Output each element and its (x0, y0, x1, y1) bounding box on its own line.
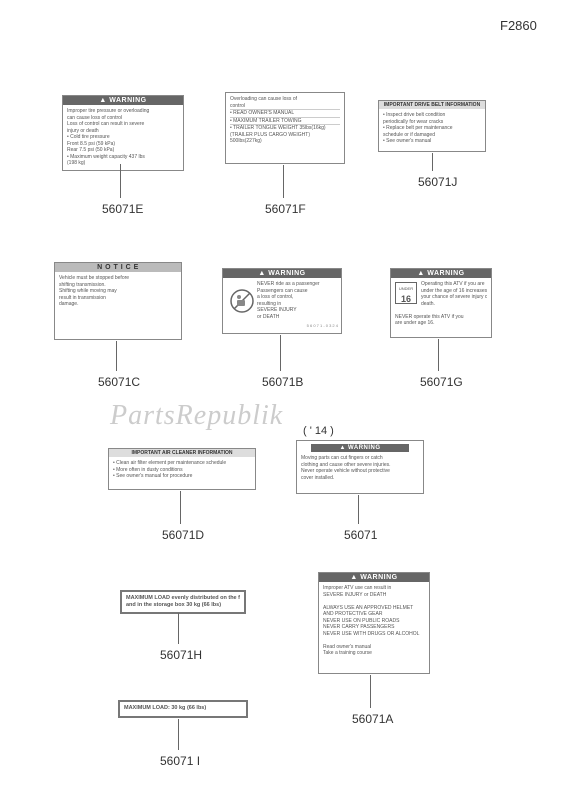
leader-line (358, 495, 359, 524)
label-line: are under age 16. (395, 320, 487, 327)
label-line: MAXIMUM LOAD: 30 kg (66 lbs) (124, 705, 242, 712)
ref-I: 56071 I (160, 754, 200, 768)
label-line: control (230, 103, 340, 111)
label-pretext: ( ' 14 ) (303, 425, 334, 437)
leader-line (280, 335, 281, 371)
leader-line (116, 341, 117, 371)
label-line: NEVER USE WITH DRUGS OR ALCOHOL (323, 631, 425, 638)
label-line: damage. (59, 301, 177, 308)
age-icon: UNDER16 (395, 282, 417, 304)
leader-line (370, 675, 371, 708)
label-header: IMPORTANT DRIVE BELT INFORMATION (379, 101, 485, 109)
label-body: Improper ATV use can result inSEVERE INJ… (319, 582, 429, 660)
label-line: (198 kg) (67, 160, 179, 167)
label-body: • Clean air filter element per maintenan… (109, 457, 255, 483)
label-header: ▲ WARNING (391, 269, 491, 278)
label-header: N O T I C E (55, 263, 181, 272)
label-body: NEVER ride as a passengerPassengers can … (223, 278, 341, 323)
label-body: Overloading can cause loss ofcontrol• RE… (226, 93, 344, 148)
label-line: • READ OWNER'S MANUAL (230, 110, 340, 118)
ref-B: 56071B (262, 375, 303, 389)
label-header: ▲ WARNING (311, 444, 409, 452)
ref-A: 56071A (352, 712, 393, 726)
leader-line (120, 164, 121, 198)
leader-line (283, 165, 284, 198)
label-F: Overloading can cause loss ofcontrol• RE… (225, 92, 345, 164)
ref-D: 56071D (162, 528, 204, 542)
label-header: ▲ WARNING (63, 96, 183, 105)
ref-14: 56071 (344, 528, 377, 542)
watermark: PartsRepublik (110, 400, 283, 432)
label-line: 500lbs(227kg) (230, 138, 340, 145)
label-G: ▲ WARNING UNDER16 Operating this ATV if yo… (390, 268, 492, 338)
label-body: Moving parts can cut fingers or catchclo… (297, 452, 423, 484)
label-body: MAXIMUM LOAD evenly distributed on the f… (122, 592, 244, 612)
label-line: • MAXIMUM TRAILER TOWING (230, 118, 340, 126)
label-body: Vehicle must be stopped beforeshifting t… (55, 272, 181, 311)
label-A: ▲ WARNINGImproper ATV use can result inS… (318, 572, 430, 674)
label-E: ▲ WARNINGImproper tire pressure or overl… (62, 95, 184, 171)
label-line: Take a training course (323, 650, 425, 657)
label-line: • See owner's manual (383, 138, 481, 145)
label-body: MAXIMUM LOAD: 30 kg (66 lbs) (120, 702, 246, 715)
label-H: MAXIMUM LOAD evenly distributed on the f… (120, 590, 246, 614)
label-body: • Inspect drive belt condition periodica… (379, 109, 485, 148)
label-line: or DEATH (257, 314, 337, 321)
label-footer: 5 6 0 7 1 - 0 3 2 4 (223, 323, 341, 329)
ref-H: 56071H (160, 648, 202, 662)
ref-J: 56071J (418, 175, 457, 189)
label-line: MAXIMUM LOAD evenly distributed on the f… (126, 595, 240, 602)
label-14: ( ' 14 )▲ WARNINGMoving parts can cut fi… (296, 440, 424, 494)
label-B: ▲ WARNINGNEVER ride as a passengerPassen… (222, 268, 342, 334)
ref-G: 56071G (420, 375, 463, 389)
label-line: Operating this ATV if you are (421, 281, 487, 288)
label-C: N O T I C EVehicle must be stopped befor… (54, 262, 182, 340)
label-header: IMPORTANT AIR CLEANER INFORMATION (109, 449, 255, 457)
label-D: IMPORTANT AIR CLEANER INFORMATION• Clean… (108, 448, 256, 490)
label-body: UNDER16Operating this ATV if you areunde… (391, 278, 491, 330)
ref-C: 56071C (98, 375, 140, 389)
leader-line (178, 613, 179, 644)
label-header: ▲ WARNING (319, 573, 429, 582)
leader-line (180, 491, 181, 524)
page-code: F2860 (500, 18, 537, 33)
no-passenger-icon (227, 281, 257, 320)
label-header: ▲ WARNING (223, 269, 341, 278)
ref-F: 56071F (265, 202, 306, 216)
label-line: • See owner's manual for procedure (113, 473, 251, 480)
label-I: MAXIMUM LOAD: 30 kg (66 lbs) (118, 700, 248, 718)
leader-line (178, 719, 179, 750)
label-line: your chance of severe injury or (421, 294, 487, 301)
label-J: IMPORTANT DRIVE BELT INFORMATION• Inspec… (378, 100, 486, 152)
label-line: • TRAILER TONGUE WEIGHT 35lbs(16kg) (230, 125, 340, 132)
label-line: and in the storage box 30 kg (66 lbs) (126, 602, 240, 609)
leader-line (438, 339, 439, 371)
ref-E: 56071E (102, 202, 143, 216)
label-body: Improper tire pressure or overloadingcan… (63, 105, 183, 170)
label-line: cover installed. (301, 475, 419, 482)
leader-line (432, 153, 433, 171)
